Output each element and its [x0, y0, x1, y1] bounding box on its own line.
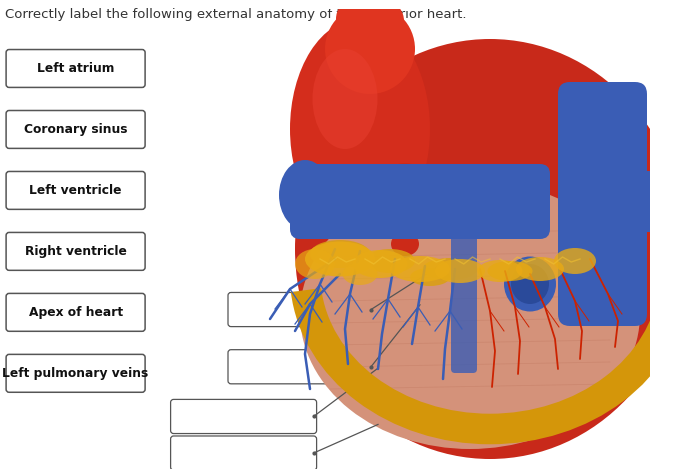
Ellipse shape	[295, 39, 685, 459]
FancyBboxPatch shape	[228, 350, 374, 384]
FancyBboxPatch shape	[171, 436, 316, 469]
Ellipse shape	[295, 249, 335, 279]
FancyBboxPatch shape	[6, 355, 145, 392]
Text: Apex of heart: Apex of heart	[29, 306, 122, 319]
Text: Left atrium: Left atrium	[37, 62, 114, 75]
Ellipse shape	[300, 179, 640, 449]
Ellipse shape	[516, 257, 564, 281]
Ellipse shape	[310, 240, 370, 268]
Ellipse shape	[410, 268, 450, 286]
Ellipse shape	[336, 1, 364, 37]
Ellipse shape	[504, 257, 556, 311]
Text: Right ventricle: Right ventricle	[25, 245, 127, 258]
Bar	[285, 0, 665, 9]
FancyBboxPatch shape	[6, 111, 145, 148]
Ellipse shape	[511, 264, 549, 304]
Ellipse shape	[477, 260, 522, 282]
Ellipse shape	[353, 250, 407, 278]
FancyBboxPatch shape	[558, 82, 647, 326]
Ellipse shape	[279, 160, 331, 230]
Bar	[650, 0, 700, 469]
Ellipse shape	[305, 242, 375, 277]
Ellipse shape	[376, 3, 404, 38]
Ellipse shape	[365, 249, 415, 273]
FancyBboxPatch shape	[587, 171, 693, 232]
FancyBboxPatch shape	[6, 233, 145, 270]
FancyBboxPatch shape	[451, 225, 477, 373]
FancyBboxPatch shape	[290, 164, 550, 239]
Ellipse shape	[423, 258, 477, 280]
Ellipse shape	[405, 201, 435, 227]
Text: Left pulmonary veins: Left pulmonary veins	[3, 367, 148, 380]
Ellipse shape	[325, 4, 415, 94]
FancyBboxPatch shape	[6, 50, 145, 87]
Ellipse shape	[487, 261, 533, 281]
Text: Left ventricle: Left ventricle	[29, 184, 122, 197]
Ellipse shape	[390, 256, 450, 282]
Ellipse shape	[386, 163, 424, 195]
Ellipse shape	[312, 49, 377, 149]
Text: Correctly label the following external anatomy of the posterior heart.: Correctly label the following external a…	[5, 8, 466, 21]
Ellipse shape	[342, 263, 377, 285]
FancyBboxPatch shape	[171, 400, 316, 433]
Text: Coronary sinus: Coronary sinus	[24, 123, 127, 136]
Ellipse shape	[435, 259, 485, 283]
Ellipse shape	[554, 248, 596, 274]
FancyBboxPatch shape	[6, 294, 145, 331]
FancyBboxPatch shape	[6, 172, 145, 209]
FancyBboxPatch shape	[228, 293, 374, 326]
Ellipse shape	[290, 19, 430, 239]
Ellipse shape	[391, 232, 419, 256]
